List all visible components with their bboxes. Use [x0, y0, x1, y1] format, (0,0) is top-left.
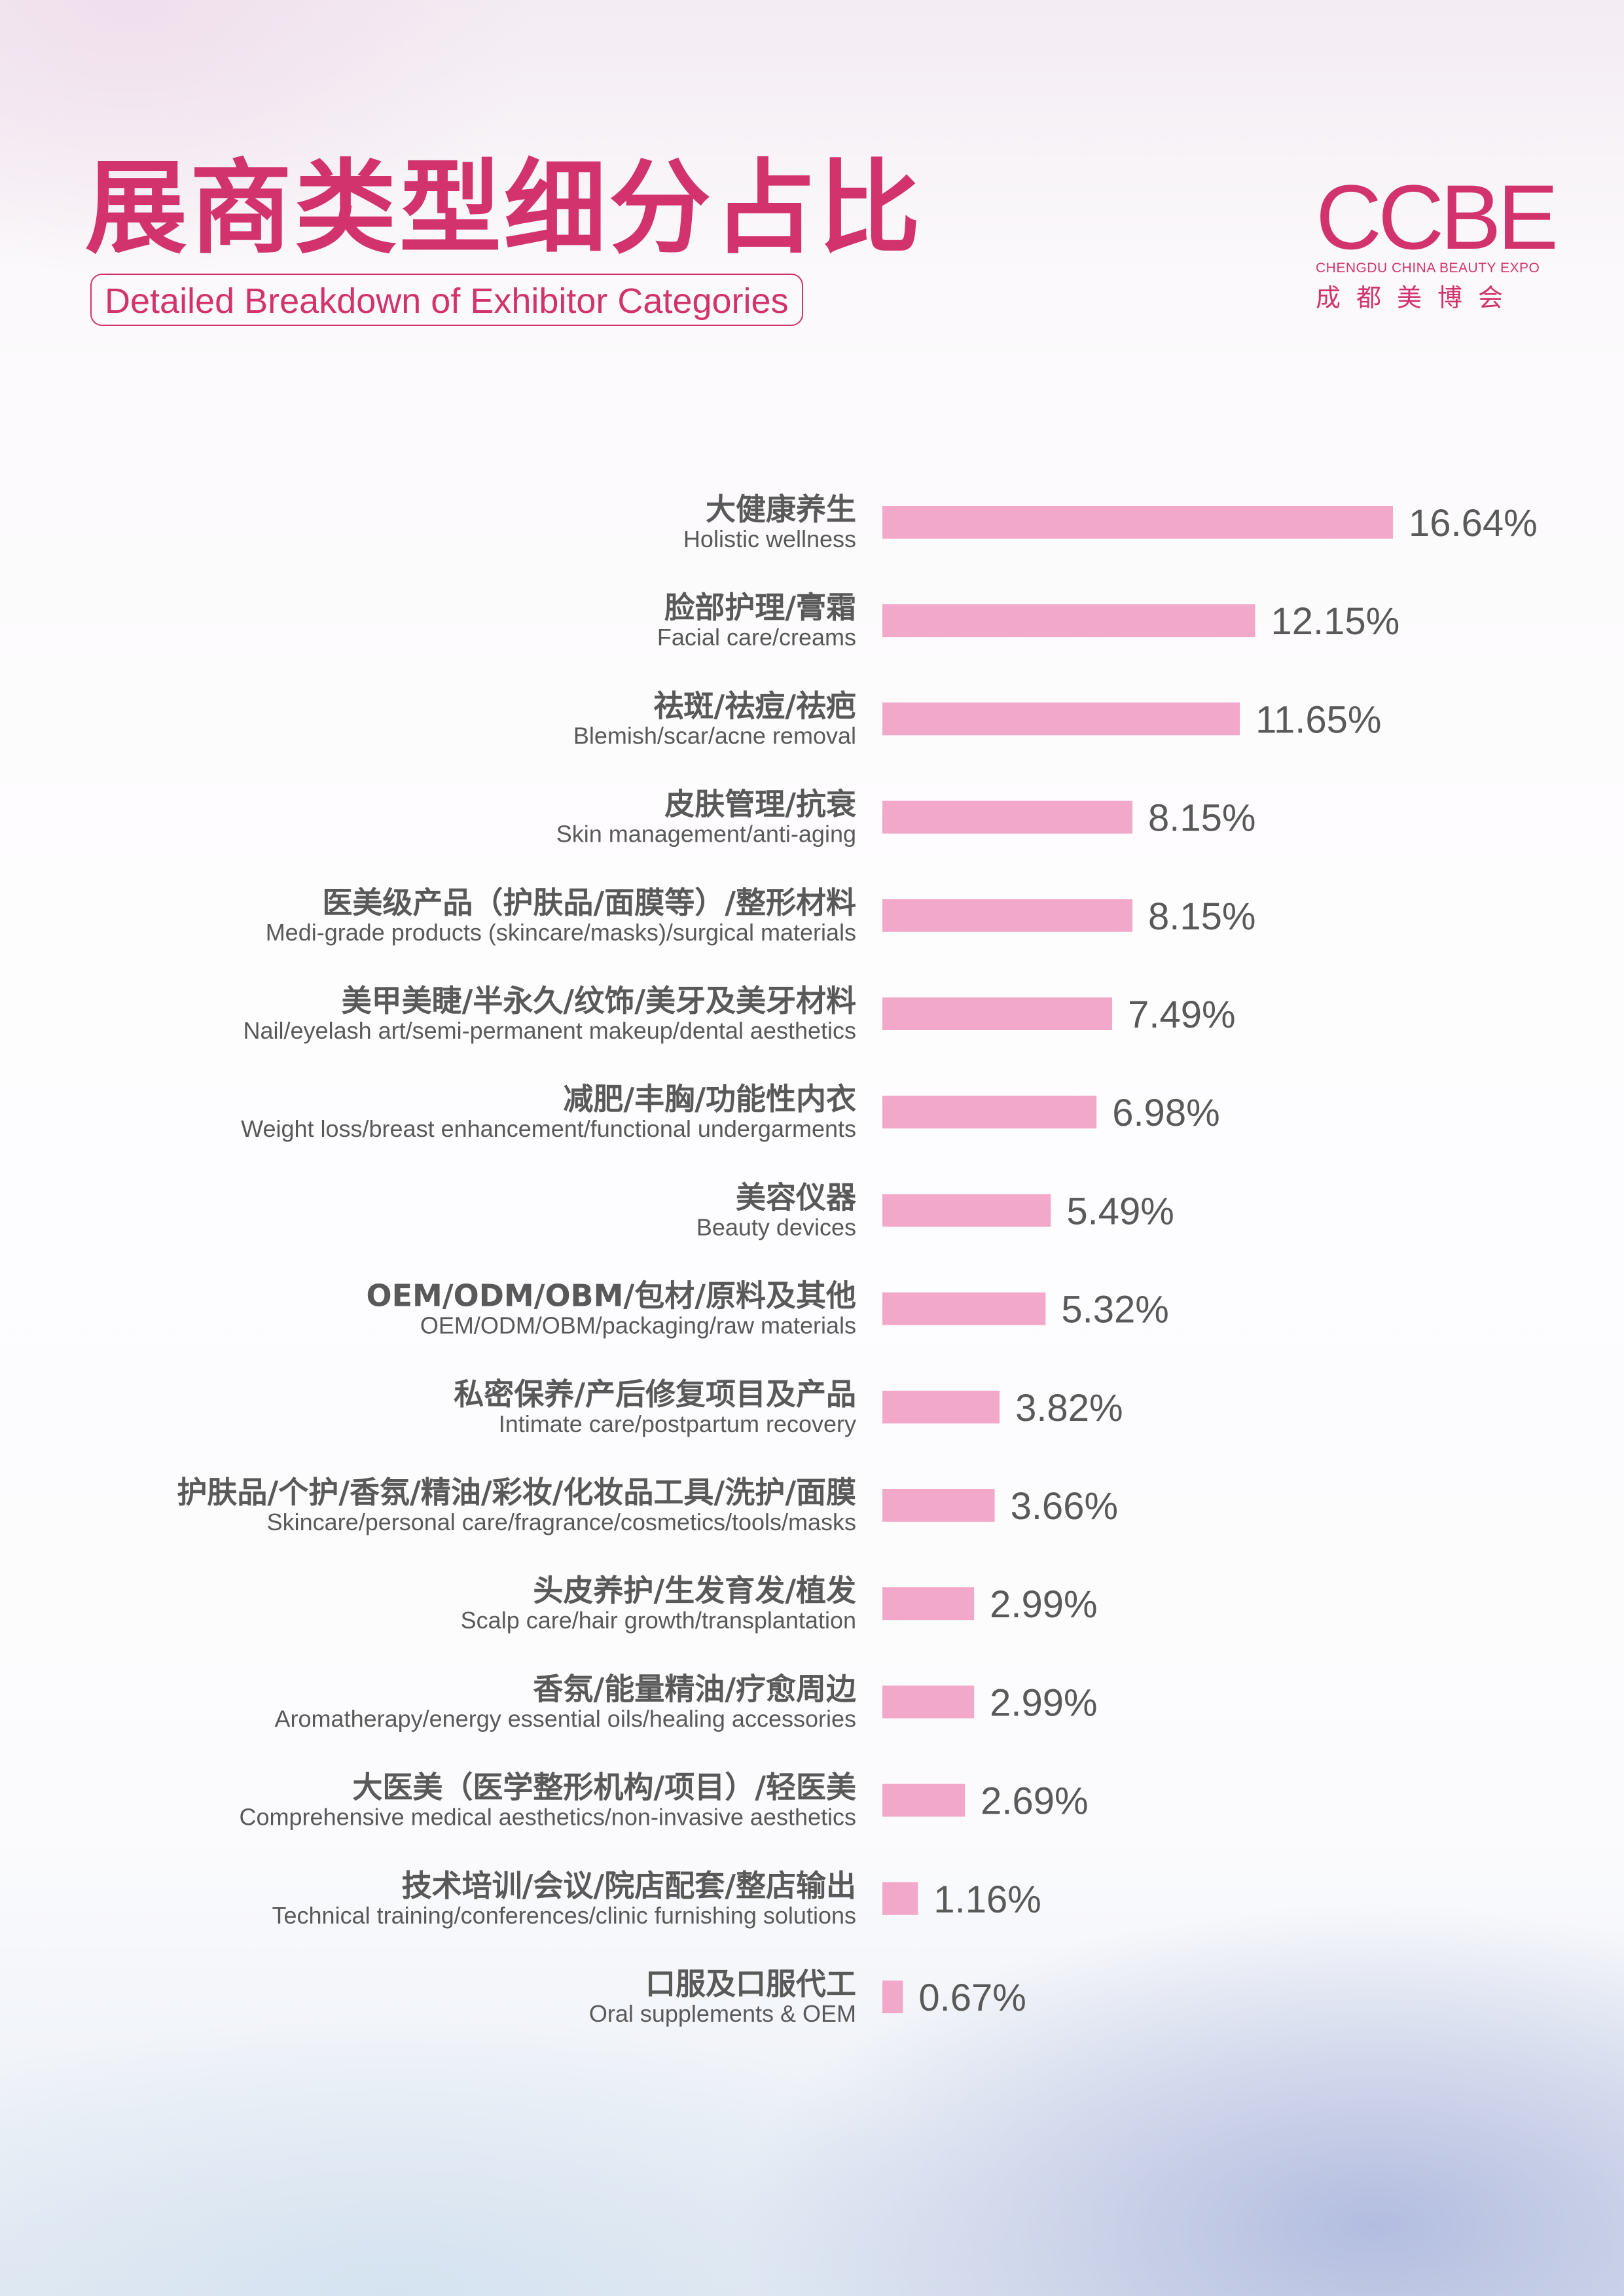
category-label-en: Holistic wellness: [683, 526, 856, 552]
category-label-cn: 美甲美睫/半永久/纹饰/美牙及美牙材料: [342, 983, 856, 1018]
category-label-en: Scalp care/hair growth/transplantation: [461, 1607, 856, 1634]
category-label-en: Technical training/conferences/clinic fu…: [272, 1902, 856, 1929]
category-label-en: Medi-grade products (skincare/masks)/sur…: [266, 919, 856, 946]
bar-value-label: 16.64%: [1409, 502, 1538, 545]
bar: [882, 1587, 975, 1621]
bar-value-label: 6.98%: [1112, 1092, 1219, 1134]
bar-value-label: 12.15%: [1271, 600, 1400, 643]
bar-row: 3.66% 护肤品/个护/香氛/精油/彩妆/化妆品工具/洗护/面膜Skincare…: [177, 1475, 1118, 1535]
bar-value-label: 5.32%: [1061, 1289, 1168, 1331]
bar: [882, 1882, 918, 1915]
bar-value-label: 5.49%: [1066, 1190, 1174, 1232]
page-subtitle: Detailed Breakdown of Exhibitor Categori…: [90, 274, 803, 326]
bar: [882, 604, 1255, 637]
category-label-en: Skin management/anti-aging: [556, 821, 856, 848]
bar: [882, 506, 1393, 539]
category-label-en: Oral supplements & OEM: [589, 2000, 856, 2027]
category-label-cn: 祛斑/祛痘/祛疤: [653, 688, 856, 723]
category-label-en: Aromatherapy/energy essential oils/heali…: [275, 1705, 856, 1732]
bar-value-label: 2.69%: [981, 1780, 1088, 1823]
category-label-en: Skincare/personal care/fragrance/cosmeti…: [267, 1509, 856, 1535]
bar-value-label: 2.99%: [990, 1583, 1097, 1626]
category-label-en: Comprehensive medical aesthetics/non-inv…: [240, 1804, 856, 1831]
bar: [882, 1489, 995, 1522]
category-label-en: OEM/ODM/OBM/packaging/raw materials: [420, 1312, 856, 1339]
bar: [882, 800, 1133, 834]
category-label-cn: 大医美（医学整形机构/项目）/轻医美: [352, 1770, 856, 1805]
logo-subtitle: CHENGDU CHINA BEAUTY EXPO: [1316, 260, 1540, 276]
bar-value-label: 3.66%: [1011, 1485, 1118, 1528]
bar-value-label: 1.16%: [933, 1878, 1041, 1921]
bar: [882, 1784, 965, 1817]
bar: [882, 1194, 1051, 1227]
bar: [882, 997, 1113, 1030]
category-label-cn: 技术培训/会议/院店配套/整店输出: [402, 1868, 856, 1903]
category-label-en: Weight loss/breast enhancement/functiona…: [241, 1115, 856, 1142]
logo-mark: CCBE: [1316, 166, 1559, 268]
bar: [882, 702, 1240, 736]
category-label-cn: 皮肤管理/抗衰: [664, 787, 856, 822]
category-label-cn: 大健康养生: [706, 492, 856, 527]
bar-value-label: 0.67%: [918, 1977, 1026, 2019]
logo-name-cn: 成都美博会: [1316, 283, 1519, 312]
category-label-cn: 减肥/丰胸/功能性内衣: [563, 1081, 856, 1117]
bar-value-label: 2.99%: [990, 1681, 1097, 1724]
category-label-cn: 香氛/能量精油/疗愈周边: [533, 1671, 857, 1706]
category-label-en: Intimate care/postpartum recovery: [499, 1410, 856, 1437]
bar-value-label: 8.15%: [1148, 895, 1255, 938]
category-label-cn: 口服及口服代工: [645, 1966, 856, 2001]
category-label-en: Beauty devices: [696, 1213, 856, 1240]
bar-value-label: 7.49%: [1128, 994, 1235, 1036]
category-label-cn: 医美级产品（护肤品/面膜等）/整形材料: [322, 885, 856, 920]
category-label-en: Facial care/creams: [657, 624, 856, 651]
category-label-cn: 头皮养护/生发育发/植发: [533, 1573, 856, 1608]
bar: [882, 1981, 903, 2013]
category-label-en: Nail/eyelash art/semi-permanent makeup/d…: [244, 1017, 856, 1044]
bar-value-label: 3.82%: [1015, 1387, 1123, 1429]
category-label-cn: OEM/ODM/OBM/包材/原料及其他: [366, 1278, 856, 1314]
category-label-cn: 美容仪器: [736, 1179, 857, 1215]
page-title: 展商类型细分占比: [85, 149, 923, 268]
bar: [882, 1292, 1046, 1325]
category-label-cn: 私密保养/产后修复项目及产品: [454, 1376, 856, 1412]
bar-row: 5.32% OEM/ODM/OBM/包材/原料及其他OEM/ODM/OBM/pac…: [366, 1278, 1168, 1339]
category-label-en: Blemish/scar/acne removal: [573, 722, 856, 749]
bar: [882, 1685, 975, 1719]
bar-value-label: 11.65%: [1255, 698, 1381, 741]
bar: [882, 899, 1133, 932]
ccbe-logo: CCBE CHENGDU CHINA BEAUTY EXPO 成都美博会: [1316, 166, 1559, 313]
category-label-cn: 护肤品/个护/香氛/精油/彩妆/化妆品工具/洗护/面膜: [177, 1475, 856, 1510]
bar-value-label: 8.15%: [1148, 797, 1255, 840]
bar: [882, 1096, 1097, 1129]
category-label-cn: 脸部护理/膏霜: [664, 590, 856, 625]
bar: [882, 1390, 1000, 1424]
